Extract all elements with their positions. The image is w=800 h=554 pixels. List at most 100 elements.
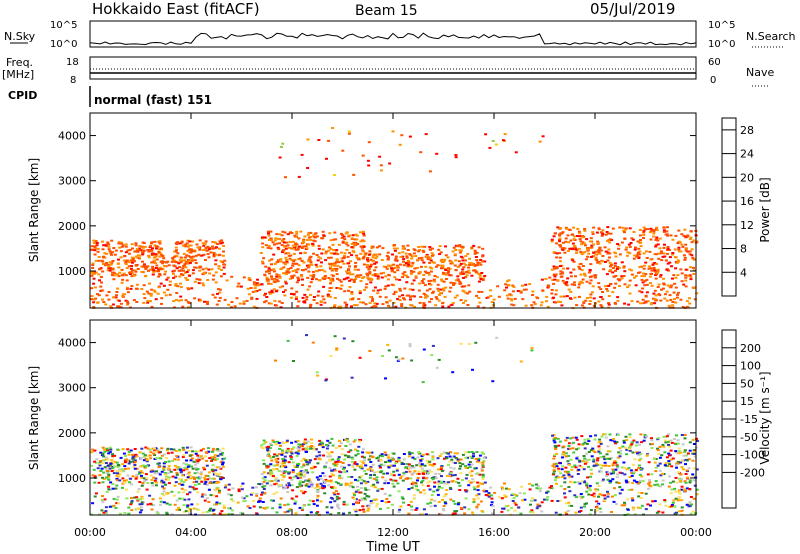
range-gate-cell <box>408 343 412 346</box>
range-gate-cell <box>174 254 178 257</box>
range-gate-cell <box>104 462 108 464</box>
range-gate-cell <box>278 276 282 279</box>
range-gate-cell <box>400 305 404 307</box>
range-gate-cell <box>613 440 617 443</box>
range-gate-cell <box>321 248 325 251</box>
range-gate-cell <box>221 458 225 461</box>
range-gate-cell <box>407 451 411 454</box>
range-gate-cell <box>560 275 564 278</box>
range-gate-cell <box>179 478 183 481</box>
range-gate-cell <box>149 245 152 248</box>
range-gate-cell <box>680 233 684 236</box>
range-gate-cell <box>316 374 320 377</box>
range-gate-cell <box>131 269 134 272</box>
range-gate-cell <box>427 256 431 259</box>
range-gate-cell <box>182 480 186 483</box>
range-gate-cell <box>282 261 286 264</box>
range-gate-cell <box>349 485 353 488</box>
range-gate-cell <box>674 234 678 237</box>
range-gate-cell <box>459 465 462 468</box>
range-gate-cell <box>456 460 460 463</box>
range-gate-cell <box>345 437 349 440</box>
range-gate-cell <box>136 508 140 511</box>
range-gate-cell <box>583 505 586 508</box>
range-gate-cell <box>692 273 696 275</box>
range-gate-cell <box>390 267 393 270</box>
range-gate-cell <box>674 256 678 259</box>
range-gate-cell <box>310 447 314 450</box>
range-gate-cell <box>107 243 111 246</box>
range-gate-cell <box>315 455 319 458</box>
range-gate-cell <box>180 269 183 272</box>
range-gate-cell <box>343 471 347 474</box>
range-gate-cell <box>107 478 111 481</box>
range-gate-cell <box>162 260 166 263</box>
range-gate-cell <box>223 486 227 489</box>
range-gate-cell <box>358 356 362 359</box>
range-gate-cell <box>685 300 689 303</box>
range-gate-cell <box>93 460 97 463</box>
range-gate-cell <box>416 258 420 261</box>
range-gate-cell <box>598 448 602 451</box>
range-gate-cell <box>96 250 100 253</box>
range-gate-cell <box>578 495 582 498</box>
range-gate-cell <box>194 254 198 257</box>
range-gate-cell <box>280 453 284 456</box>
range-gate-cell <box>429 505 433 508</box>
range-gate-cell <box>514 493 518 496</box>
range-gate-cell <box>356 502 360 505</box>
range-gate-cell <box>184 479 188 481</box>
range-gate-cell <box>441 507 445 510</box>
range-gate-cell <box>355 254 359 257</box>
range-gate-cell <box>307 503 311 506</box>
range-gate-cell <box>350 305 353 308</box>
range-gate-cell <box>332 462 336 465</box>
range-gate-cell <box>357 276 361 278</box>
range-gate-cell <box>442 480 445 483</box>
range-gate-cell <box>140 484 144 487</box>
range-gate-cell <box>474 256 478 258</box>
range-gate-cell <box>216 458 220 461</box>
range-gate-cell <box>267 455 271 458</box>
range-gate-cell <box>242 300 246 303</box>
range-gate-cell <box>428 257 432 260</box>
range-gate-cell <box>290 232 294 234</box>
range-gate-cell <box>472 501 476 504</box>
range-gate-cell <box>99 462 103 465</box>
range-gate-cell <box>637 451 641 454</box>
range-gate-cell <box>690 503 693 506</box>
range-gate-cell <box>669 298 673 301</box>
range-gate-cell <box>289 450 293 453</box>
range-gate-cell <box>352 492 356 495</box>
range-gate-cell <box>422 473 426 475</box>
range-gate-cell <box>117 474 121 477</box>
range-gate-cell <box>644 273 648 276</box>
range-gate-cell <box>395 259 399 262</box>
range-gate-cell <box>146 455 150 458</box>
range-gate-cell <box>450 480 454 483</box>
range-gate-cell <box>211 477 215 480</box>
range-gate-cell <box>101 270 105 273</box>
range-gate-cell <box>370 455 374 458</box>
range-gate-cell <box>483 481 487 484</box>
range-gate-cell <box>148 494 152 497</box>
range-gate-cell <box>197 458 201 461</box>
range-gate-cell <box>198 246 202 249</box>
range-gate-cell <box>588 303 592 305</box>
range-gate-cell <box>215 495 218 498</box>
range-gate-cell <box>398 278 402 281</box>
range-gate-cell <box>222 244 226 247</box>
range-gate-cell <box>360 467 364 470</box>
range-gate-cell <box>598 438 602 441</box>
range-gate-cell <box>435 152 439 155</box>
range-gate-cell <box>362 510 366 513</box>
range-gate-cell <box>620 504 624 507</box>
range-gate-cell <box>368 467 372 470</box>
range-gate-cell <box>546 305 550 308</box>
range-gate-cell <box>190 249 194 252</box>
range-gate-cell <box>362 234 366 237</box>
range-gate-cell <box>367 253 371 256</box>
range-gate-cell <box>121 477 125 480</box>
range-gate-cell <box>241 482 245 485</box>
range-gate-cell <box>196 461 199 464</box>
